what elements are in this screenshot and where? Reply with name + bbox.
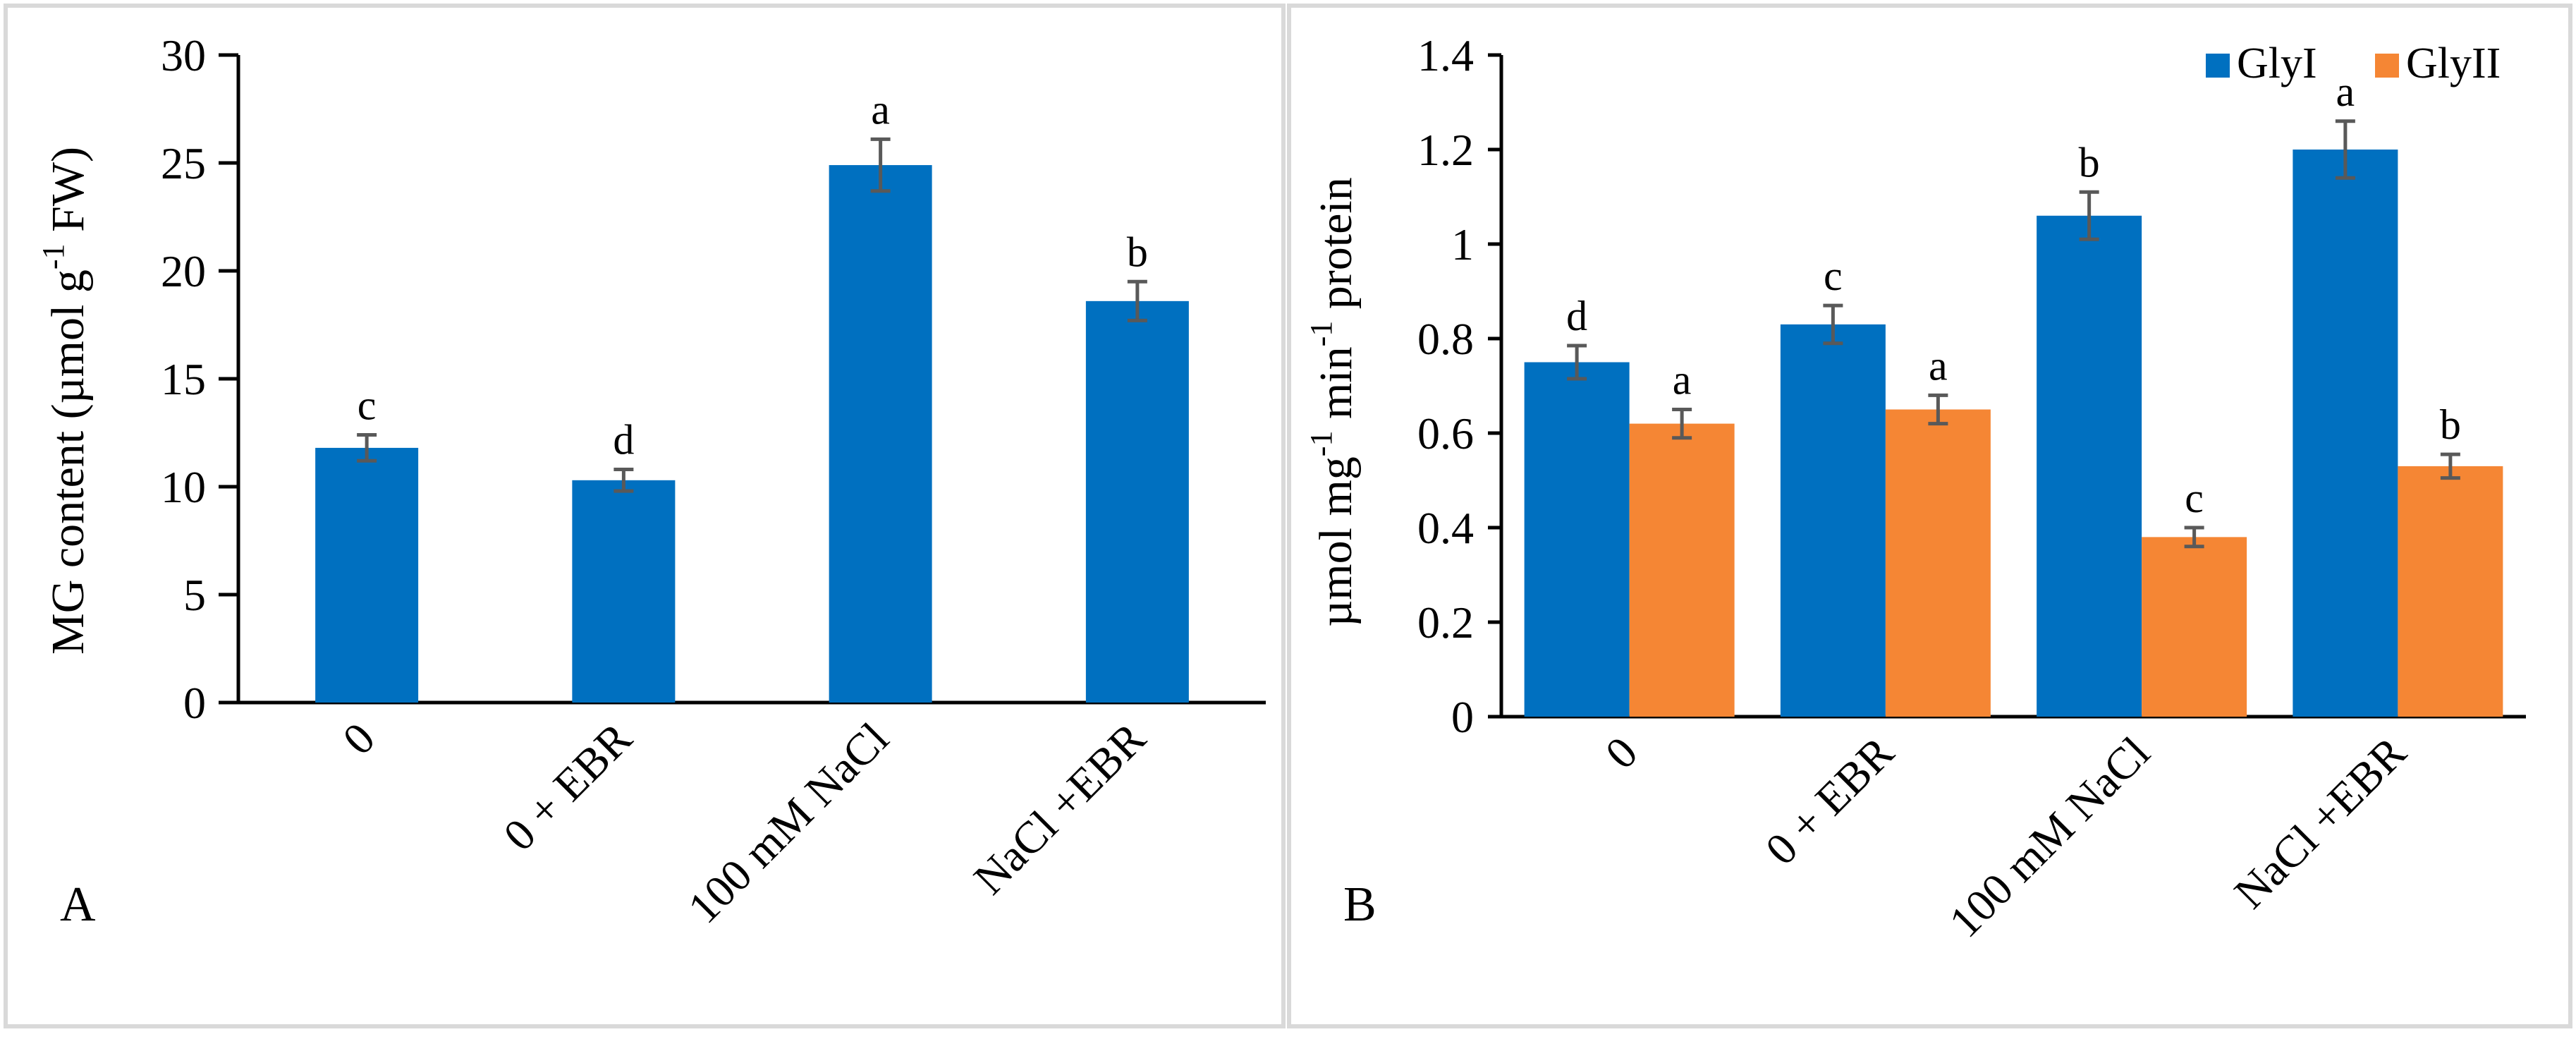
panel-b-y-tick-label: 0.2 <box>1417 597 1474 648</box>
panel-b-label: B <box>1343 877 1376 932</box>
panel-a-y-tick-label: 15 <box>161 354 206 404</box>
panel-a-significance-label: d <box>613 417 634 463</box>
panel-b-y-axis-label: µmol mg-1 min-1 protein <box>1304 177 1362 627</box>
panel-b-y-tick-label: 1.2 <box>1417 125 1474 175</box>
panel-b-bar-glyii <box>1629 423 1735 717</box>
panel-b-significance-label: d <box>1566 293 1587 339</box>
panel-b-bar-glyii <box>1885 409 1991 717</box>
panel-a-label: A <box>60 877 96 932</box>
panel-a-significance-label: a <box>871 86 890 133</box>
legend-label-glyi: GlyI <box>2237 40 2317 87</box>
legend-swatch-glyi <box>2206 54 2230 78</box>
legend-label-glyii: GlyII <box>2406 40 2501 87</box>
panel-b-bar-glyii <box>2398 466 2503 717</box>
panel-b-significance-label: a <box>1929 342 1948 389</box>
panel-b-y-tick-label: 0.4 <box>1417 503 1474 553</box>
panel-a-y-tick-label: 5 <box>183 570 206 620</box>
panel-b-y-tick-label: 0 <box>1451 692 1474 742</box>
panel-b-bar-glyi <box>1780 324 1886 717</box>
panel-b-significance-label: a <box>1673 357 1692 403</box>
panel-a-bar-mg <box>572 480 676 703</box>
panel-b-bar-glyi <box>1524 362 1630 717</box>
panel-a-y-tick-label: 20 <box>161 246 206 296</box>
panel-b-significance-label: c <box>1824 253 1843 299</box>
panel-a-y-axis-label: MG content (µmol g-1 FW) <box>36 147 94 655</box>
legend-swatch-glyii <box>2375 54 2399 78</box>
panel-a-y-tick-label: 25 <box>161 138 206 188</box>
panel-b-significance-label: a <box>2336 68 2355 115</box>
panel-a-y-tick-label: 30 <box>161 30 206 80</box>
panel-b-bar-glyii <box>2142 537 2247 717</box>
panel-b-y-tick-label: 1.4 <box>1417 30 1474 80</box>
panel-b-significance-label: c <box>2185 475 2204 521</box>
panel-b-y-tick-label: 1 <box>1451 219 1474 269</box>
panel-b-bar-glyi <box>2293 150 2398 717</box>
panel-a-bar-mg <box>315 447 419 703</box>
panel-a-bar-mg <box>1085 300 1189 703</box>
panel-a-bar-mg <box>829 165 932 703</box>
panel-b-significance-label: b <box>2440 401 2461 448</box>
panel-b-y-tick-label: 0.8 <box>1417 314 1474 364</box>
panel-b-y-tick-label: 0.6 <box>1417 408 1474 458</box>
panel-b-bar-glyi <box>2037 215 2142 717</box>
panel-a-significance-label: b <box>1127 229 1148 275</box>
panel-b-significance-label: b <box>2079 139 2100 186</box>
panel-a-significance-label: c <box>358 382 377 429</box>
panel-a-y-tick-label: 10 <box>161 462 206 512</box>
panel-a-y-tick-label: 0 <box>183 678 206 728</box>
panel-b-legend: GlyI GlyII <box>2206 40 2501 87</box>
